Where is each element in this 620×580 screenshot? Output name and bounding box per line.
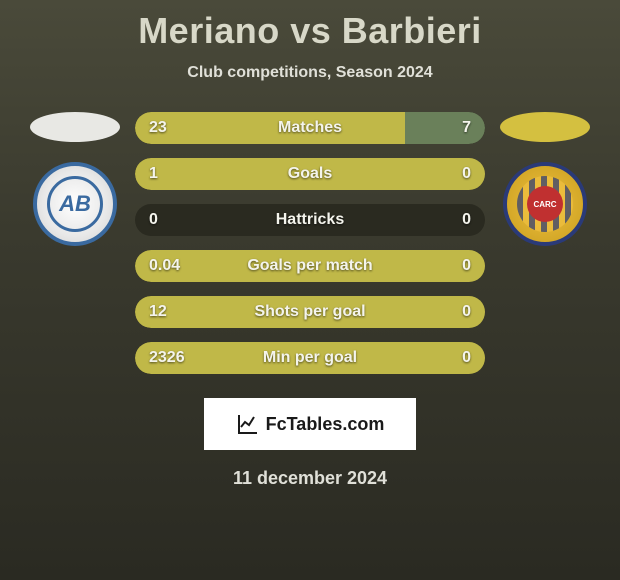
right-player-oval (500, 112, 590, 142)
date-text: 11 december 2024 (0, 468, 620, 489)
comparison-content: AB 237Matches10Goals00Hattricks0.040Goal… (0, 112, 620, 374)
right-side: CARC (495, 112, 595, 246)
stat-value-right: 0 (462, 165, 471, 183)
stat-fill-left (135, 250, 485, 282)
stat-fill-right (405, 112, 486, 144)
chart-icon (236, 412, 260, 436)
stat-fill-left (135, 296, 485, 328)
left-player-oval (30, 112, 120, 142)
stat-value-right: 0 (462, 349, 471, 367)
stat-value-right: 0 (462, 303, 471, 321)
fctables-logo: FcTables.com (204, 398, 416, 450)
stat-row: 23260Min per goal (135, 342, 485, 374)
logo-text: FcTables.com (266, 414, 385, 435)
stat-value-left: 2326 (149, 349, 185, 367)
stat-fill-left (135, 158, 485, 190)
stat-value-right: 0 (462, 211, 471, 229)
stat-value-left: 0.04 (149, 257, 180, 275)
stat-fill-left (135, 342, 485, 374)
page-title: Meriano vs Barbieri (0, 0, 620, 52)
stat-value-left: 23 (149, 119, 167, 137)
stat-row: 0.040Goals per match (135, 250, 485, 282)
stats-column: 237Matches10Goals00Hattricks0.040Goals p… (135, 112, 485, 374)
stat-value-left: 12 (149, 303, 167, 321)
stat-value-left: 0 (149, 211, 158, 229)
badge-left-letters: AB (59, 191, 91, 217)
left-side: AB (25, 112, 125, 246)
badge-left-ring: AB (47, 176, 103, 232)
right-club-badge: CARC (503, 162, 587, 246)
stat-value-right: 7 (462, 119, 471, 137)
stat-value-left: 1 (149, 165, 158, 183)
stat-row: 237Matches (135, 112, 485, 144)
badge-right-center: CARC (527, 186, 563, 222)
stat-label: Hattricks (135, 211, 485, 229)
stat-fill-left (135, 112, 405, 144)
stat-value-right: 0 (462, 257, 471, 275)
stat-row: 0 0Hattricks (135, 204, 485, 236)
stat-row: 120Shots per goal (135, 296, 485, 328)
left-club-badge: AB (33, 162, 117, 246)
stat-row: 10Goals (135, 158, 485, 190)
subtitle: Club competitions, Season 2024 (0, 64, 620, 82)
